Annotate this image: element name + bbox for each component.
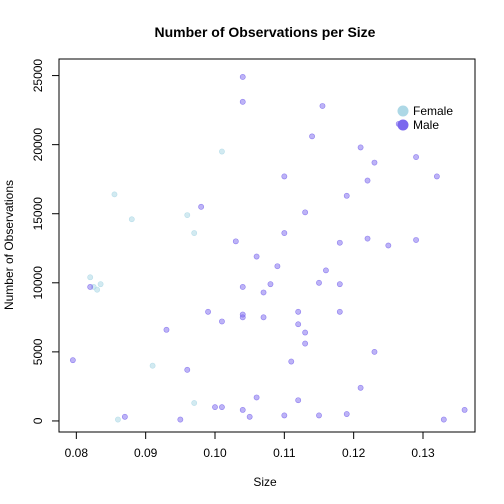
legend-marker-female	[397, 105, 409, 117]
data-point-male	[253, 394, 260, 401]
data-point-male	[198, 203, 205, 210]
data-point-male	[461, 406, 468, 413]
data-point-female	[87, 274, 94, 281]
data-point-female	[191, 400, 198, 406]
data-point-male	[253, 253, 260, 260]
data-point-female	[184, 212, 191, 219]
data-point-male	[364, 177, 371, 184]
data-point-male	[239, 98, 246, 105]
data-point-male	[357, 384, 364, 391]
data-point-male	[323, 267, 329, 274]
data-point-male	[309, 133, 315, 140]
data-point-male	[274, 263, 281, 270]
chart-title: Number of Observations per Size	[155, 24, 376, 40]
y-axis: 0 5000 10000 15000 20000 25000	[31, 59, 60, 424]
legend-marker-male	[397, 119, 409, 131]
data-point-male	[364, 235, 371, 242]
data-point-male	[302, 209, 309, 216]
data-point-male	[302, 329, 309, 336]
legend-label-male: Male	[413, 118, 439, 132]
data-point-male	[205, 308, 211, 315]
y-tick-label: 20000	[31, 128, 45, 162]
data-point-male	[163, 326, 170, 333]
data-point-male	[260, 314, 267, 321]
x-axis-label: Size	[253, 475, 277, 489]
x-tick-label: 0.11	[273, 446, 296, 460]
data-point-male	[177, 416, 184, 423]
data-point-male	[281, 173, 288, 180]
y-tick-label: 10000	[31, 266, 45, 300]
data-point-female	[191, 230, 198, 236]
data-point-male	[343, 411, 350, 417]
data-point-male	[239, 74, 246, 80]
data-point-male	[281, 230, 288, 236]
data-point-male	[295, 397, 302, 404]
data-point-male	[295, 321, 302, 328]
data-point-male	[288, 358, 295, 365]
data-point-male	[295, 308, 302, 315]
data-point-male	[413, 237, 419, 243]
data-points	[69, 74, 468, 423]
data-point-male	[87, 284, 94, 290]
data-point-male	[184, 366, 191, 373]
data-point-male	[302, 340, 309, 347]
data-point-female	[115, 416, 121, 423]
data-point-male	[316, 279, 322, 286]
data-point-male	[385, 242, 392, 249]
x-tick-label: 0.10	[203, 446, 227, 460]
data-point-male	[267, 281, 274, 288]
y-tick-label: 5000	[31, 338, 45, 365]
data-point-female	[149, 362, 156, 369]
y-tick-label: 15000	[31, 197, 45, 231]
data-point-female	[219, 148, 225, 155]
data-point-male	[336, 308, 343, 315]
data-point-male	[239, 406, 246, 413]
data-point-female	[97, 281, 104, 288]
data-point-male	[433, 173, 440, 180]
data-point-male	[440, 416, 447, 423]
data-point-male	[316, 412, 322, 419]
data-point-male	[357, 144, 364, 151]
data-point-male	[212, 404, 218, 411]
data-point-male	[413, 154, 419, 160]
data-point-female	[94, 286, 101, 293]
data-point-male	[371, 159, 378, 166]
data-point-male	[336, 239, 343, 246]
y-tick-label: 0	[31, 417, 45, 424]
data-point-male	[121, 413, 128, 420]
data-point-male	[246, 413, 253, 420]
data-point-male	[371, 348, 378, 355]
data-point-male	[281, 412, 288, 419]
data-point-male	[69, 357, 76, 364]
x-tick-label: 0.13	[411, 446, 435, 460]
data-point-male	[219, 404, 225, 411]
data-point-female	[128, 216, 135, 223]
data-point-male	[239, 284, 246, 290]
data-point-male	[219, 318, 225, 325]
data-point-male	[239, 314, 246, 321]
y-axis-label: Number of Observations	[2, 180, 16, 310]
data-point-male	[319, 103, 326, 109]
data-point-male	[343, 192, 350, 199]
x-axis: 0.08 0.09 0.10 0.11 0.12 0.13	[65, 431, 435, 460]
x-tick-label: 0.12	[342, 446, 366, 460]
legend-label-female: Female	[413, 104, 453, 118]
data-point-male	[260, 289, 267, 296]
data-point-male	[232, 238, 239, 245]
x-tick-label: 0.08	[65, 446, 89, 460]
y-tick-label: 25000	[31, 59, 45, 93]
data-point-male	[336, 281, 343, 288]
x-tick-label: 0.09	[134, 446, 158, 460]
data-point-female	[111, 191, 118, 198]
